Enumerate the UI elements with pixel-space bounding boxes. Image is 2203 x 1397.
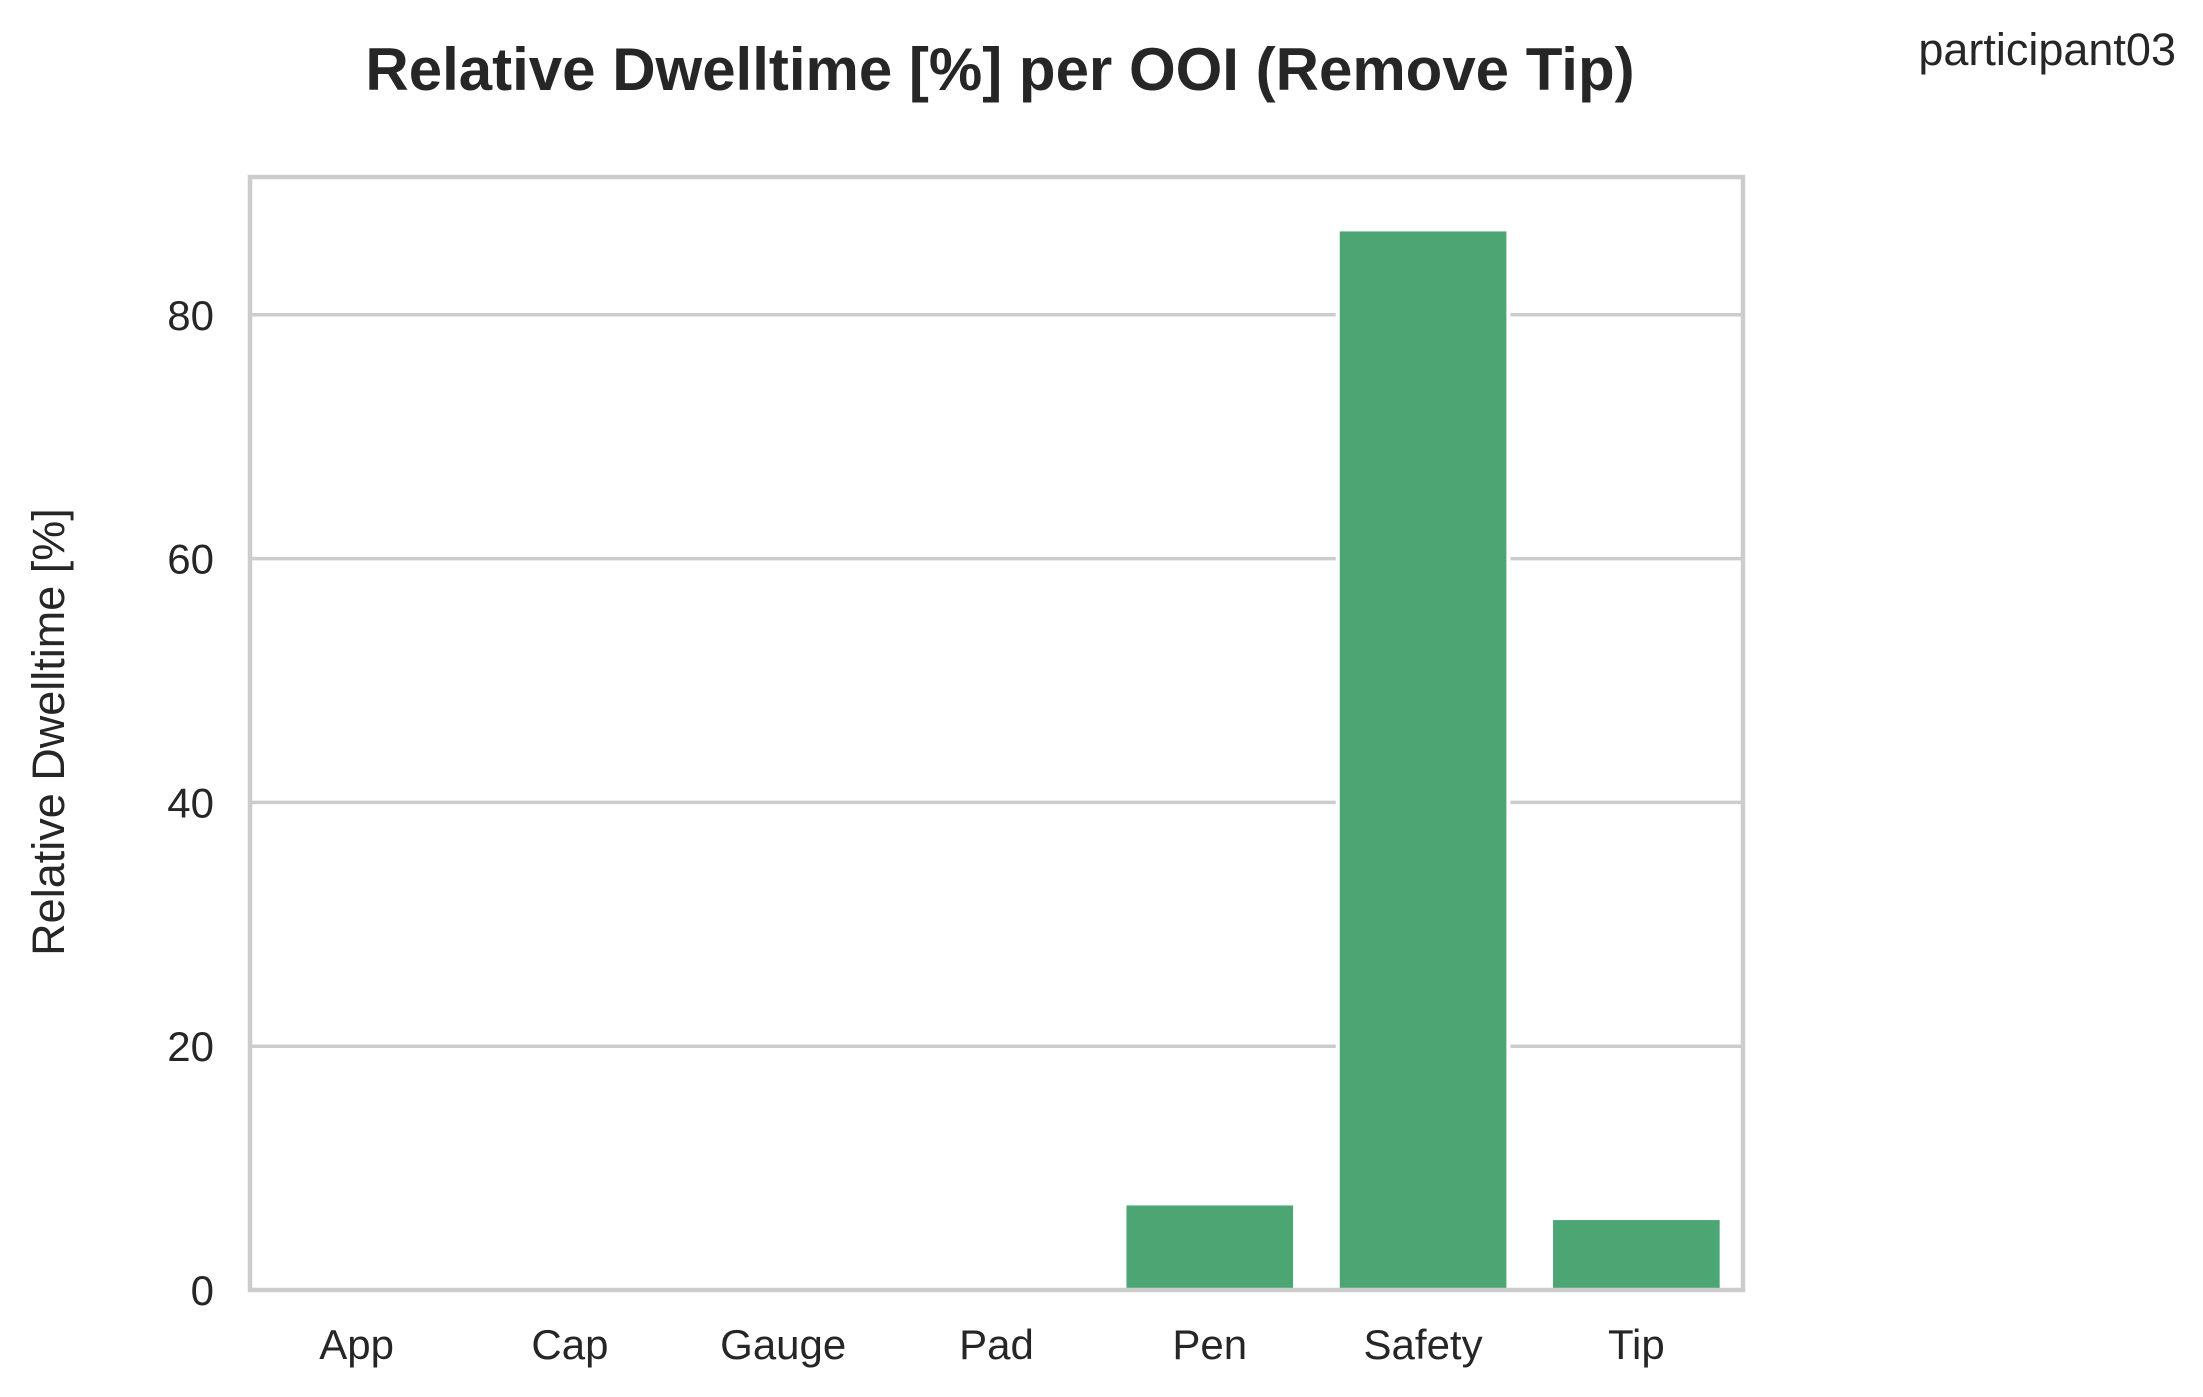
y-tick-label: 60 (167, 536, 214, 583)
x-tick-label: Pad (959, 1321, 1034, 1368)
y-tick-label: 20 (167, 1023, 214, 1070)
x-tick-label: App (319, 1321, 394, 1368)
bar-safety (1335, 227, 1511, 1292)
x-tick-label: Gauge (720, 1321, 846, 1368)
y-axis-label: Relative Dwelltime [%] (23, 508, 74, 956)
y-tick-label: 40 (167, 779, 214, 826)
y-tick-label: 0 (191, 1267, 214, 1314)
x-tick-label: Cap (531, 1321, 608, 1368)
chart-title: Relative Dwelltime [%] per OOI (Remove T… (365, 36, 1634, 103)
plot-frame (247, 174, 1746, 1293)
x-tick-label: Tip (1608, 1321, 1665, 1368)
y-tick-labels: 0 20 40 60 80 (167, 292, 214, 1314)
bar-tip (1549, 1216, 1724, 1292)
participant-label: participant03 (1918, 24, 2176, 75)
y-tick-label: 80 (167, 292, 214, 339)
x-tick-label: Pen (1172, 1321, 1247, 1368)
x-tick-label: Safety (1364, 1321, 1483, 1368)
x-tick-labels: App Cap Gauge Pad Pen Safety Tip (319, 1321, 1664, 1368)
bar-pen (1122, 1201, 1298, 1293)
